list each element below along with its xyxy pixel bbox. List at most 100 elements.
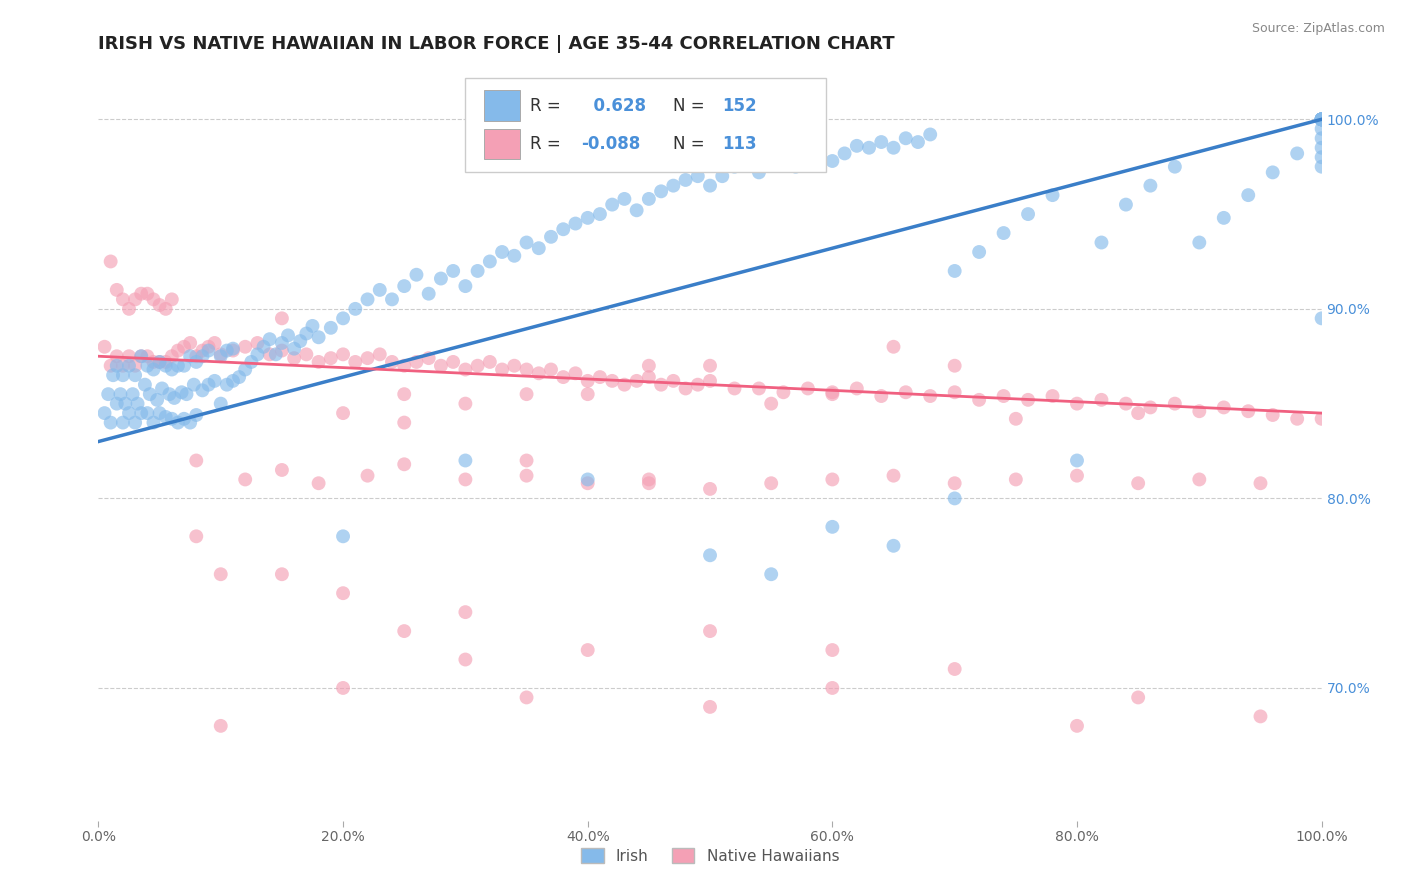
Point bbox=[222, 374, 245, 388]
Point bbox=[907, 135, 929, 149]
Point bbox=[308, 476, 330, 491]
Point bbox=[110, 387, 132, 401]
Point bbox=[883, 340, 905, 354]
Point bbox=[97, 387, 120, 401]
Point bbox=[139, 387, 162, 401]
Point bbox=[118, 301, 141, 316]
Point bbox=[124, 416, 146, 430]
Point bbox=[233, 340, 256, 354]
Point bbox=[405, 268, 427, 282]
Point bbox=[491, 244, 513, 259]
Point bbox=[142, 416, 165, 430]
Point bbox=[301, 318, 323, 333]
Point bbox=[540, 362, 562, 376]
Point bbox=[1188, 235, 1211, 250]
Point bbox=[173, 340, 195, 354]
Point bbox=[527, 241, 550, 255]
Point bbox=[176, 387, 198, 401]
Point bbox=[392, 416, 416, 430]
Point bbox=[246, 347, 269, 361]
Point bbox=[650, 377, 672, 392]
Point bbox=[155, 355, 177, 369]
Point bbox=[240, 355, 263, 369]
Point bbox=[637, 192, 661, 206]
Point bbox=[1164, 160, 1187, 174]
Point bbox=[797, 150, 820, 164]
Point bbox=[1310, 311, 1333, 326]
Point bbox=[1310, 112, 1333, 127]
Point bbox=[1310, 112, 1333, 127]
Point bbox=[264, 347, 287, 361]
Point bbox=[503, 359, 526, 373]
Point bbox=[454, 652, 477, 666]
Point bbox=[173, 412, 195, 426]
Point bbox=[1042, 188, 1064, 202]
Point bbox=[1164, 397, 1187, 411]
Point bbox=[943, 359, 966, 373]
Point bbox=[454, 453, 477, 467]
Point bbox=[332, 681, 354, 695]
Point bbox=[1310, 160, 1333, 174]
Point bbox=[808, 146, 831, 161]
Point bbox=[368, 283, 391, 297]
Point bbox=[454, 279, 477, 293]
Point bbox=[699, 482, 721, 496]
Point bbox=[637, 370, 661, 384]
Point bbox=[344, 355, 367, 369]
Point bbox=[1139, 178, 1161, 193]
Point bbox=[870, 389, 893, 403]
Point bbox=[699, 624, 721, 639]
Point bbox=[155, 359, 177, 373]
Point bbox=[943, 491, 966, 506]
Point bbox=[1042, 389, 1064, 403]
Point bbox=[405, 355, 427, 369]
Point bbox=[748, 382, 770, 396]
Point bbox=[1310, 112, 1333, 127]
Point bbox=[1310, 112, 1333, 127]
FancyBboxPatch shape bbox=[484, 129, 520, 160]
Point bbox=[967, 244, 990, 259]
Point bbox=[515, 690, 537, 705]
Point bbox=[711, 169, 734, 184]
Point bbox=[392, 359, 416, 373]
Point bbox=[834, 146, 856, 161]
Point bbox=[1212, 211, 1234, 225]
Point bbox=[246, 336, 269, 351]
Point bbox=[894, 131, 917, 145]
Point bbox=[105, 359, 128, 373]
Point bbox=[121, 387, 143, 401]
Point bbox=[1310, 112, 1333, 127]
Point bbox=[228, 370, 250, 384]
Point bbox=[993, 389, 1015, 403]
Text: R =: R = bbox=[530, 136, 561, 153]
Point bbox=[821, 385, 844, 400]
Point bbox=[146, 392, 169, 407]
Point bbox=[845, 139, 868, 153]
Point bbox=[111, 293, 134, 307]
Point bbox=[1128, 406, 1150, 420]
Point bbox=[637, 359, 661, 373]
Point bbox=[186, 355, 208, 369]
Point bbox=[142, 293, 165, 307]
Text: N =: N = bbox=[673, 96, 704, 115]
Point bbox=[197, 343, 219, 358]
Point bbox=[270, 311, 294, 326]
Text: Source: ZipAtlas.com: Source: ZipAtlas.com bbox=[1251, 22, 1385, 36]
Point bbox=[105, 283, 128, 297]
Point bbox=[441, 355, 464, 369]
Point bbox=[576, 374, 599, 388]
Point bbox=[943, 662, 966, 676]
Point bbox=[290, 334, 312, 348]
Point bbox=[1286, 146, 1309, 161]
Point bbox=[129, 406, 152, 420]
Point bbox=[1310, 112, 1333, 127]
Point bbox=[270, 343, 294, 358]
Point bbox=[1286, 412, 1309, 426]
Point bbox=[392, 624, 416, 639]
Point bbox=[1261, 165, 1284, 179]
Point bbox=[222, 342, 245, 356]
Point bbox=[1212, 401, 1234, 415]
Point bbox=[209, 347, 232, 361]
Point bbox=[564, 367, 586, 381]
Point bbox=[332, 406, 354, 420]
